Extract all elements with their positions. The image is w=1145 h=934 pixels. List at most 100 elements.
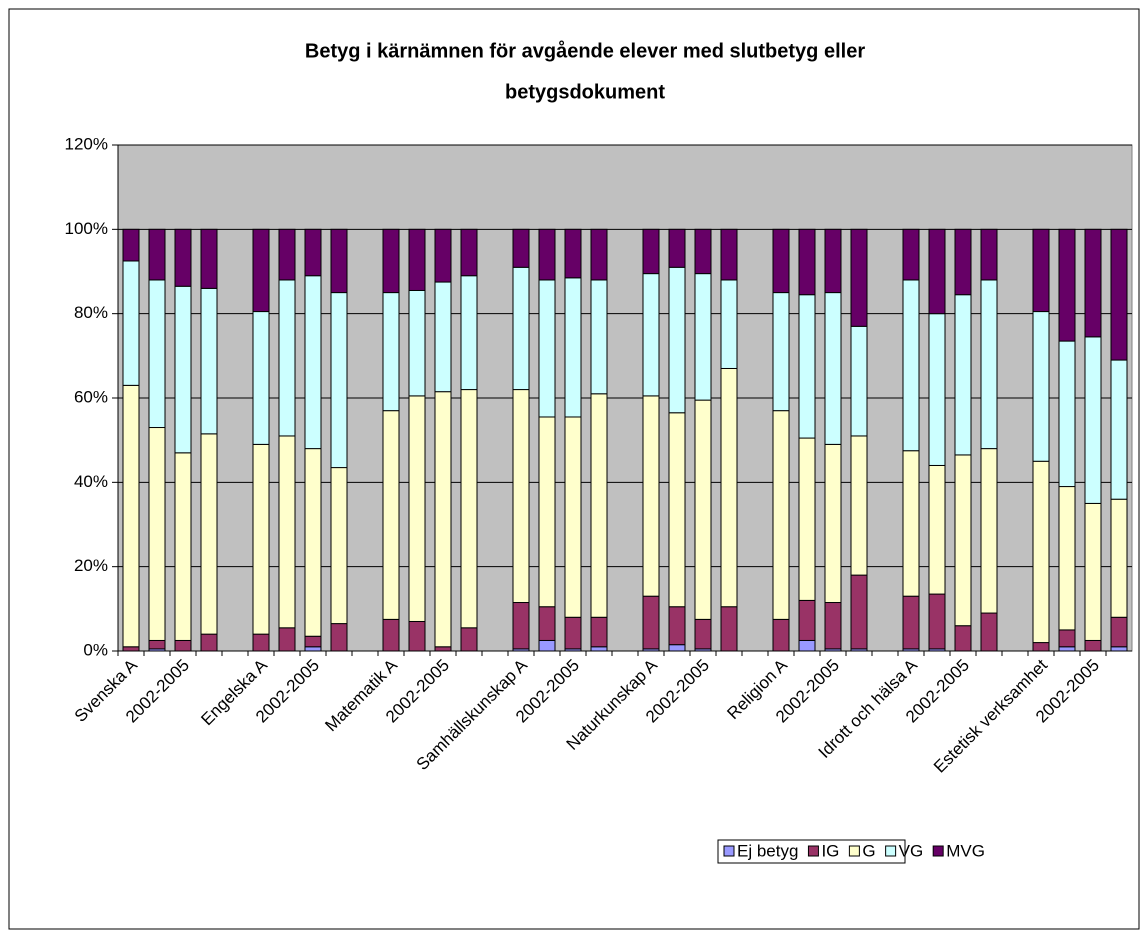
bar-segment [200,228,218,289]
bar-segment [1058,646,1076,652]
bar-segment [824,292,842,445]
bar-segment [1058,340,1076,488]
bar-segment [850,435,868,576]
y-tick-label: 120% [65,134,108,153]
bar-segment [798,437,816,601]
bar-segment [330,228,348,294]
bar-segment [798,599,816,641]
bar-segment [798,294,816,439]
bar-segment [720,367,738,608]
bar-segment [538,228,556,281]
bar-segment [148,228,166,281]
bar-segment [382,292,400,412]
bar-segment [512,389,530,604]
bar-segment [122,646,140,652]
bar-segment [252,443,270,635]
y-tick-label: 80% [74,303,108,322]
bar-segment [408,620,426,652]
legend-label: G [862,841,875,860]
legend-swatch [932,845,944,857]
legend-label: Ej betyg [737,841,798,860]
bar-segment [278,228,296,281]
bar-segment [928,593,946,650]
bar-segment [382,410,400,620]
bar-segment [200,633,218,652]
bar-segment [642,273,660,397]
bar-segment [252,228,270,313]
bar-segment [1032,311,1050,462]
bar-segment [772,618,790,652]
bar-segment [642,395,660,597]
bar-segment [122,228,140,262]
bar-segment [954,454,972,627]
bar-segment [772,292,790,412]
bar-segment [1084,502,1102,641]
chart-title: Betyg i kärnämnen för avgående elever me… [305,39,865,62]
bar-segment [408,395,426,622]
bar-segment [1058,228,1076,342]
bar-segment [564,277,582,418]
bar-segment [928,313,946,466]
bar-segment [668,606,686,646]
bar-segment [200,287,218,435]
bar-segment [460,389,478,629]
bar-segment [720,228,738,281]
bar-segment [330,467,348,625]
legend-swatch [848,845,860,857]
y-tick-label: 40% [74,472,108,491]
bar-segment [122,384,140,648]
bar-segment [1110,498,1128,618]
bar-segment [564,416,582,618]
bar-segment [174,452,192,641]
bar-segment [148,279,166,429]
bar-segment [694,399,712,620]
bar-segment [174,228,192,287]
bar-segment [1084,639,1102,652]
bar-segment [668,228,686,268]
bar-segment [1110,646,1128,652]
bar-segment [512,228,530,268]
bar-segment [434,391,452,648]
bar-segment [642,595,660,650]
bar-segment [590,646,608,652]
bar-segment [928,228,946,315]
bar-segment [538,639,556,652]
bar-segment [798,639,816,652]
bar-segment [408,228,426,291]
bar-segment [954,294,972,456]
bar-segment [824,443,842,604]
bar-segment [278,435,296,629]
bar-segment [304,228,322,277]
chart-title: betygsdokument [505,81,665,103]
bar-segment [902,228,920,281]
bar-segment [564,616,582,650]
bar-segment [382,228,400,294]
bar-segment [460,275,478,391]
y-tick-label: 0% [83,640,108,659]
bar-segment [668,266,686,414]
bar-segment [772,228,790,294]
bar-segment [590,228,608,281]
bar-segment [538,606,556,641]
bar-segment [980,228,998,281]
bar-segment [330,623,348,652]
bar-segment [564,228,582,279]
bar-segment [590,393,608,618]
bar-segment [824,602,842,650]
bar-segment [1032,460,1050,644]
bar-segment [304,448,322,637]
bar-segment [590,616,608,648]
legend-label: IG [821,841,839,860]
y-tick-label: 100% [65,219,108,238]
bar-segment [148,639,166,650]
bar-segment [694,618,712,650]
bar-segment [1032,228,1050,313]
bar-segment [798,228,816,296]
bar-segment [850,325,868,437]
y-tick-label: 60% [74,387,108,406]
bar-segment [1084,336,1102,504]
bar-segment [1110,616,1128,648]
bar-segment [642,228,660,275]
legend-label: MVG [946,841,985,860]
